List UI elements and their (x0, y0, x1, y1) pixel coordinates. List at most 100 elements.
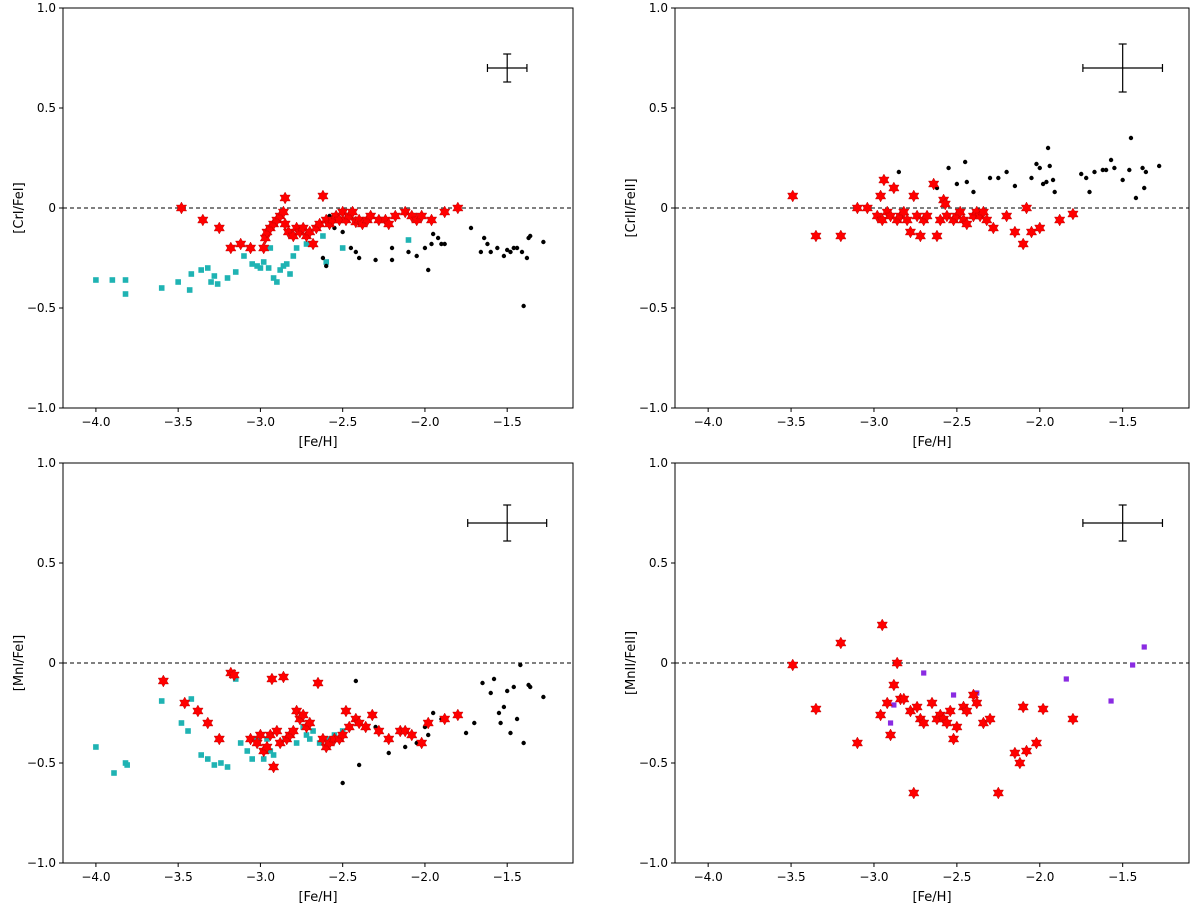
data-point-dot (1133, 195, 1139, 201)
data-point-dot (1034, 161, 1039, 167)
data-point-square (211, 762, 218, 768)
data-point-star (884, 728, 897, 742)
data-point-star (1067, 207, 1079, 221)
data-point-square (274, 279, 280, 285)
data-point-star (901, 213, 913, 227)
x-tick-label: −3.0 (859, 870, 888, 884)
data-point-square (316, 740, 323, 746)
data-point-square (232, 269, 239, 275)
data-point-dot (501, 704, 507, 710)
data-point-star (944, 704, 956, 718)
data-point-star (961, 704, 973, 718)
y-tick-label: 1.0 (37, 456, 56, 470)
data-point-square (287, 271, 293, 277)
y-tick-label: −1.0 (639, 401, 668, 415)
x-tick-label: −1.5 (493, 415, 522, 429)
data-point-dot (348, 245, 354, 251)
data-point-square (891, 702, 897, 708)
data-point-square (264, 736, 270, 742)
data-point-star (157, 674, 169, 688)
data-point-dot (962, 159, 968, 165)
y-tick-label: −1.0 (27, 401, 56, 415)
data-point-dot (472, 720, 477, 726)
data-point-dot (504, 688, 510, 694)
data-point-star (366, 708, 378, 722)
data-point-dot (488, 249, 493, 255)
y-tick-label: 1.0 (649, 456, 668, 470)
data-point-dot (1128, 135, 1134, 141)
data-point-dot (320, 255, 326, 261)
data-point-dot (356, 762, 362, 768)
x-tick-label: −2.5 (942, 415, 971, 429)
data-point-square (124, 762, 130, 768)
data-point-star (971, 696, 983, 710)
x-tick-label: −2.5 (942, 870, 971, 884)
data-point-star (1020, 201, 1033, 215)
data-point-dot (1087, 189, 1092, 195)
data-point-square (224, 275, 231, 281)
data-point-star (921, 209, 933, 223)
x-tick-label: −3.5 (164, 415, 193, 429)
data-point-star (439, 205, 451, 219)
data-point-star (406, 728, 418, 742)
data-point-square (198, 752, 204, 758)
panel-cr2: −4.0 −3.5 −3.0 −2.5 −2.0 −1.5 1.0 0.5 0 −0.5 −1.0 [… (624, 1, 1190, 450)
data-point-square (204, 265, 211, 271)
data-point-dot (508, 249, 513, 255)
data-point-star (851, 736, 863, 750)
data-point-star (1017, 237, 1029, 251)
data-point-dot (1127, 167, 1132, 173)
data-point-square (950, 692, 957, 698)
data-point-star (225, 241, 237, 255)
y-tick-label: 0.5 (37, 556, 56, 570)
data-point-star (365, 209, 377, 223)
x-axis-label: [Fe/H] (298, 435, 337, 450)
y-axis-label: [MnII/FeII] (624, 631, 639, 695)
data-point-dot (1120, 177, 1125, 183)
data-point-dot (340, 780, 345, 786)
data-point-dot (389, 257, 395, 263)
data-point-dot (426, 267, 431, 273)
x-tick-label: −4.0 (81, 870, 110, 884)
x-tick-label: −3.0 (246, 415, 275, 429)
data-point-dot (896, 169, 902, 175)
x-tick-label: −3.0 (859, 415, 888, 429)
data-point-star (425, 213, 438, 227)
data-point-square (283, 261, 290, 267)
x-tick-label: −3.5 (164, 870, 193, 884)
data-point-square (270, 275, 277, 281)
data-point-star (343, 720, 355, 734)
x-axis-label: [Fe/H] (912, 435, 951, 450)
x-tick-label: −2.5 (328, 415, 357, 429)
data-point-star (1054, 213, 1066, 227)
data-point-dot (1050, 177, 1056, 183)
data-point-dot (386, 750, 391, 756)
data-point-star (981, 213, 993, 227)
data-point-dot (1045, 145, 1051, 151)
data-point-dot (1047, 163, 1052, 169)
y-tick-label: 0 (660, 201, 668, 215)
data-point-star (202, 716, 214, 730)
data-point-dot (541, 239, 546, 245)
data-point-star (422, 716, 434, 730)
series-stars (175, 189, 464, 255)
data-point-dot (1108, 157, 1114, 163)
data-point-star (228, 668, 240, 682)
data-point-star (787, 189, 799, 203)
data-point-dot (1004, 169, 1009, 175)
data-point-square (1063, 676, 1069, 682)
data-point-star (941, 716, 953, 730)
data-point-dot (1103, 167, 1109, 173)
data-point-star (277, 670, 290, 684)
data-point-square (237, 740, 244, 746)
data-point-star (875, 708, 887, 722)
data-point-star (876, 618, 888, 632)
x-tick-label: −4.0 (694, 870, 723, 884)
data-point-square (178, 720, 185, 726)
data-point-dot (353, 678, 359, 684)
series-dots (340, 662, 546, 786)
data-point-dot (1037, 165, 1042, 171)
data-point-star (961, 217, 973, 231)
data-point-star (452, 201, 464, 215)
data-point-star (312, 676, 324, 690)
